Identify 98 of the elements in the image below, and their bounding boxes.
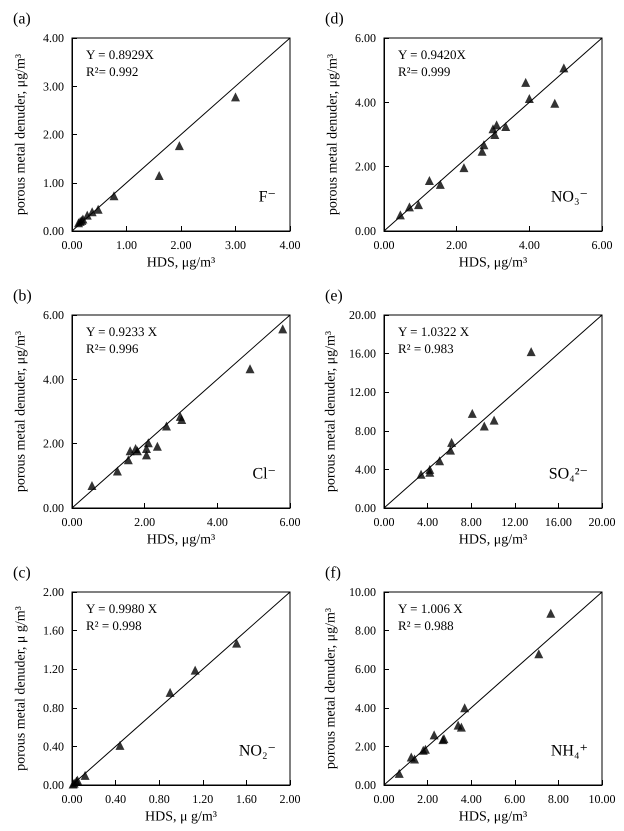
annotation: NO₃⁻ xyxy=(550,188,588,206)
y-tick-label: 1.00 xyxy=(43,176,64,190)
x-tick-label: 8.00 xyxy=(548,792,569,806)
y-tick-label: 6.00 xyxy=(355,662,376,676)
y-tick-label: 0.00 xyxy=(43,778,64,792)
y-tick-label: 0.00 xyxy=(355,778,376,792)
chart-title: (e) xyxy=(325,288,343,304)
annotation: R² = 0.998 xyxy=(86,618,142,633)
annotation: Y = 0.9420X xyxy=(398,47,466,62)
y-tick-label: 2.00 xyxy=(355,739,376,754)
x-tick-label: 2.00 xyxy=(170,238,192,252)
annotation: Y = 0.9980 X xyxy=(86,601,158,616)
annotation: SO₄²⁻ xyxy=(548,466,588,482)
x-tick-label: 1.20 xyxy=(192,792,214,806)
y-tick-label: 2.00 xyxy=(355,160,376,174)
y-axis-title: porous metal denuder, μg/m³ xyxy=(14,330,28,492)
x-tick-label: 10.00 xyxy=(588,792,616,806)
y-tick-label: 0.00 xyxy=(355,501,376,515)
y-tick-label: 3.00 xyxy=(43,79,64,94)
y-tick-label: 4.00 xyxy=(355,700,376,715)
x-tick-label: 2.00 xyxy=(280,792,300,806)
y-tick-label: 4.00 xyxy=(43,31,64,45)
y-tick-label: 16.00 xyxy=(349,346,376,361)
x-tick-label: 20.00 xyxy=(588,515,616,529)
y-tick-label: 4.00 xyxy=(355,462,376,476)
chart-title: (a) xyxy=(13,10,31,28)
x-axis-title: HDS, μg/m³ xyxy=(458,532,528,548)
x-tick-label: 0.00 xyxy=(374,238,394,252)
y-tick-label: 0.00 xyxy=(355,224,376,238)
y-tick-label: 8.00 xyxy=(355,424,376,438)
y-tick-label: 0.40 xyxy=(43,739,64,754)
y-tick-label: 12.00 xyxy=(349,385,376,400)
x-tick-label: 2.00 xyxy=(446,238,468,252)
annotation: R²= 0.999 xyxy=(398,64,450,79)
annotation: R²= 0.992 xyxy=(86,64,138,79)
x-tick-label: 0.00 xyxy=(62,238,82,252)
x-axis-title: HDS, μg/m³ xyxy=(146,255,216,270)
annotation: NH₄⁺ xyxy=(550,742,588,760)
annotation: F⁻ xyxy=(258,188,276,206)
x-tick-label: 3.00 xyxy=(225,238,246,252)
y-tick-label: 1.60 xyxy=(43,624,64,638)
x-tick-label: 0.00 xyxy=(374,515,394,529)
x-tick-label: 4.00 xyxy=(206,515,228,529)
y-tick-label: 0.00 xyxy=(43,224,64,238)
annotation: R² = 0.988 xyxy=(398,618,454,633)
x-tick-label: 2.00 xyxy=(134,515,156,529)
x-tick-label: 4.00 xyxy=(460,792,482,806)
x-tick-label: 0.00 xyxy=(374,792,394,806)
chart-title: (b) xyxy=(13,288,32,304)
y-tick-label: 2.00 xyxy=(43,585,64,599)
x-tick-label: 0.80 xyxy=(148,792,170,806)
y-tick-label: 4.00 xyxy=(355,95,376,110)
y-tick-label: 6.00 xyxy=(43,308,64,322)
y-axis-title: porous metal denuder, μg/m³ xyxy=(14,54,28,216)
chart-title: (f) xyxy=(325,564,341,582)
x-tick-label: 1.60 xyxy=(236,792,257,806)
y-axis-title: porous metal denuder, μg/m³ xyxy=(324,608,339,770)
x-tick-label: 4.00 xyxy=(417,515,438,529)
x-tick-label: 6.00 xyxy=(280,515,300,529)
annotation: R² = 0.983 xyxy=(398,341,454,356)
x-tick-label: 8.00 xyxy=(460,515,482,529)
annotation: Y = 1.0322 X xyxy=(398,324,470,339)
x-tick-label: 0.00 xyxy=(62,515,82,529)
y-tick-label: 8.00 xyxy=(355,624,376,638)
x-tick-label: 2.00 xyxy=(417,792,438,806)
x-tick-label: 0.00 xyxy=(62,792,82,806)
y-tick-label: 20.00 xyxy=(349,308,376,322)
x-axis-title: HDS, μg/m³ xyxy=(458,255,528,270)
x-tick-label: 16.00 xyxy=(544,515,572,529)
y-tick-label: 1.20 xyxy=(43,662,64,676)
x-axis-title: HDS, μ g/m³ xyxy=(145,809,217,824)
annotation: Y = 1.006 X xyxy=(398,601,464,616)
y-axis-title: porous metal denuder, μg/m³ xyxy=(324,330,339,492)
y-tick-label: 0.00 xyxy=(43,501,64,515)
y-tick-label: 0.80 xyxy=(43,700,64,715)
y-tick-label: 2.00 xyxy=(43,128,64,142)
annotation: Y = 0.8929X xyxy=(86,47,154,62)
y-tick-label: 6.00 xyxy=(355,31,376,45)
x-tick-label: 6.00 xyxy=(504,792,526,806)
x-axis-title: HDS, μg/m³ xyxy=(146,532,216,548)
x-tick-label: 4.00 xyxy=(280,238,300,252)
annotation: R²= 0.996 xyxy=(86,341,139,356)
annotation: Cl⁻ xyxy=(252,466,276,482)
chart-title: (c) xyxy=(13,564,31,582)
y-axis-title: porous metal denuder, μg/m³ xyxy=(326,54,340,216)
x-tick-label: 4.00 xyxy=(518,238,540,252)
annotation: NO₂⁻ xyxy=(238,742,276,760)
x-tick-label: 1.00 xyxy=(116,238,137,252)
x-tick-label: 0.40 xyxy=(105,792,126,806)
x-tick-label: 6.00 xyxy=(592,238,612,252)
x-tick-label: 12.00 xyxy=(501,515,528,529)
y-tick-label: 2.00 xyxy=(43,436,64,451)
chart-title: (d) xyxy=(325,10,344,28)
y-tick-label: 4.00 xyxy=(43,372,64,386)
y-tick-label: 10.00 xyxy=(349,585,376,599)
y-axis-title: porous metal denuder, μ g/m³ xyxy=(14,606,28,771)
x-axis-title: HDS, μg/m³ xyxy=(458,809,528,824)
annotation: Y = 0.9233 X xyxy=(86,324,158,339)
